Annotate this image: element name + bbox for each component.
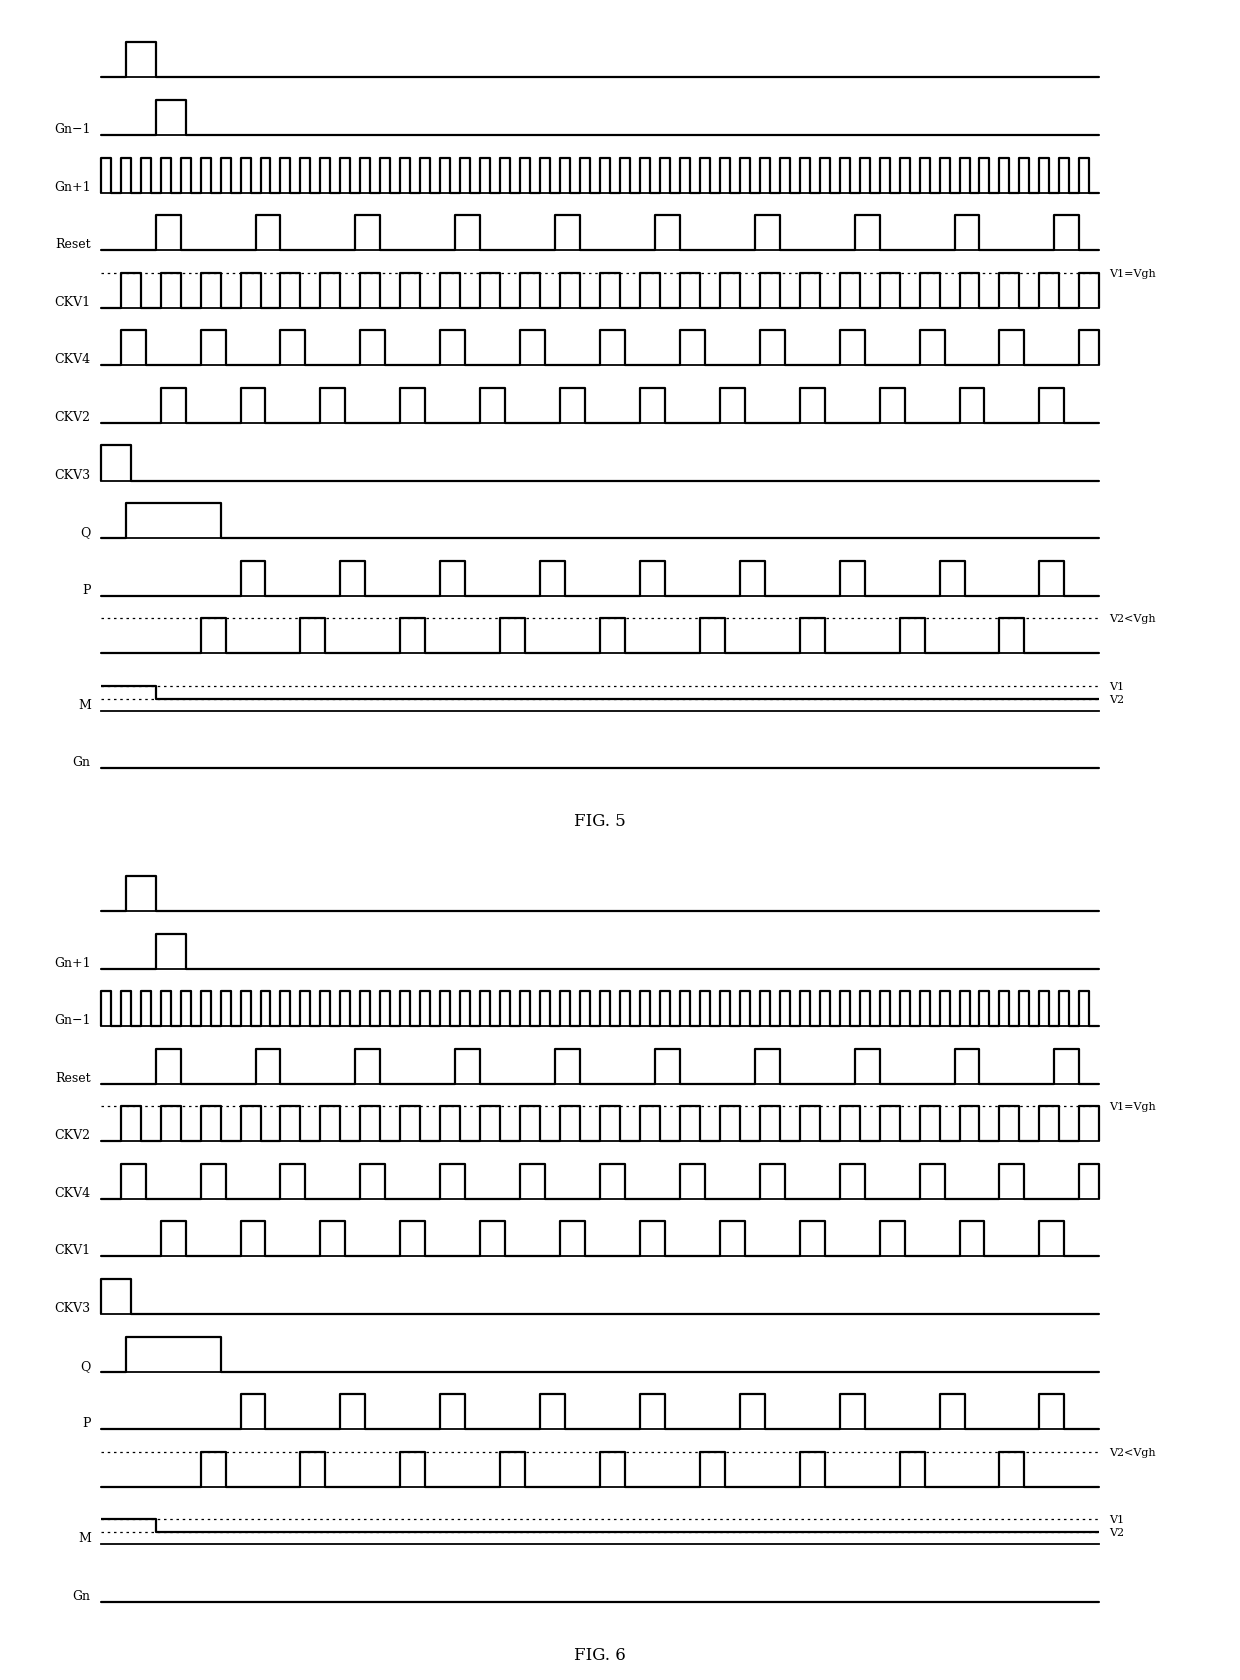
- Text: V2<Vgh: V2<Vgh: [1110, 1446, 1156, 1457]
- Text: CKV4: CKV4: [55, 353, 91, 366]
- Text: Gn: Gn: [73, 756, 91, 769]
- Text: M: M: [78, 699, 91, 711]
- Text: V1=Vgh: V1=Vgh: [1110, 1102, 1156, 1112]
- Text: Gn+1: Gn+1: [55, 180, 91, 193]
- Text: CKV2: CKV2: [55, 1129, 91, 1142]
- Text: CKV1: CKV1: [55, 296, 91, 309]
- Text: V1: V1: [1110, 680, 1125, 690]
- Text: Reset: Reset: [55, 1072, 91, 1084]
- Text: Q: Q: [81, 1359, 91, 1373]
- Text: V1=Vgh: V1=Vgh: [1110, 269, 1156, 279]
- Text: V1: V1: [1110, 1514, 1125, 1524]
- Text: CKV4: CKV4: [55, 1186, 91, 1200]
- Text: V2: V2: [1110, 1527, 1125, 1537]
- Text: CKV2: CKV2: [55, 410, 91, 423]
- Text: P: P: [82, 583, 91, 596]
- Text: FIG. 6: FIG. 6: [574, 1646, 626, 1663]
- Text: Reset: Reset: [55, 239, 91, 250]
- Text: Gn−1: Gn−1: [55, 1013, 91, 1026]
- Text: Gn−1: Gn−1: [55, 123, 91, 136]
- Text: V2<Vgh: V2<Vgh: [1110, 613, 1156, 623]
- Text: P: P: [82, 1416, 91, 1430]
- Text: Gn: Gn: [73, 1589, 91, 1603]
- Text: V2: V2: [1110, 694, 1125, 704]
- Text: CKV1: CKV1: [55, 1243, 91, 1257]
- Text: CKV3: CKV3: [55, 469, 91, 480]
- Text: FIG. 5: FIG. 5: [574, 813, 626, 830]
- Text: M: M: [78, 1532, 91, 1544]
- Text: Gn+1: Gn+1: [55, 956, 91, 969]
- Text: CKV3: CKV3: [55, 1302, 91, 1314]
- Text: Q: Q: [81, 526, 91, 539]
